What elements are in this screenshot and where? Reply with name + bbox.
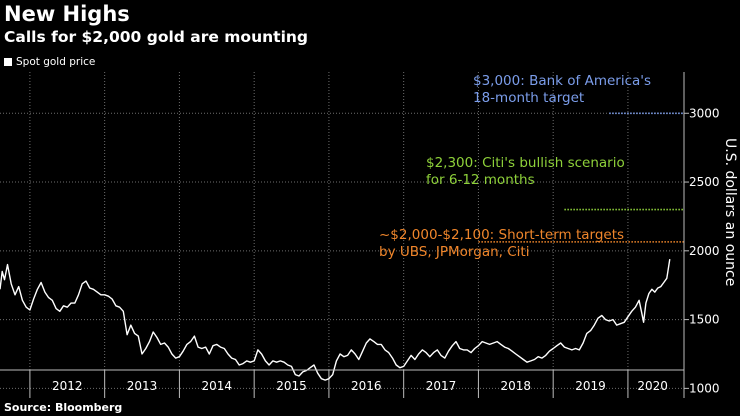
x-tick-label-2018: 2018 (501, 379, 532, 393)
x-tick-label-2016: 2016 (351, 379, 382, 393)
x-tick-label-2015: 2015 (276, 379, 307, 393)
x-tick-label-2019: 2019 (575, 379, 606, 393)
legend-label: Spot gold price (16, 56, 96, 68)
annotation-bofa: $3,000: Bank of America's 18-month target (473, 73, 651, 106)
annotations: $3,000: Bank of America's 18-month target… (379, 73, 651, 260)
annotation-bofa-line-1: 18-month target (473, 90, 584, 106)
y-tick-label-2500: 2500 (689, 175, 720, 189)
legend: Spot gold price (4, 56, 95, 68)
x-tick-label-2017: 2017 (426, 379, 457, 393)
series-group (0, 258, 671, 381)
chart-subtitle: Calls for $2,000 gold are mounting (4, 28, 309, 46)
annotation-citi-line-0: $2,300: Citi's bullish scenario (426, 155, 625, 171)
y-tick-label-3000: 3000 (689, 106, 720, 120)
chart-title: New Highs (4, 2, 130, 26)
annotation-ubs-line-1: by UBS, JPMorgan, Citi (379, 244, 529, 260)
legend-swatch (4, 58, 12, 66)
x-tick-label-2020: 2020 (637, 379, 668, 393)
x-tick-label-2014: 2014 (202, 379, 233, 393)
axes (0, 72, 685, 398)
y-tick-label-1000: 1000 (689, 381, 720, 395)
annotation-ubs: ~$2,000-$2,100: Short-term targets by UBS… (379, 227, 624, 260)
series-line-0 (0, 258, 671, 381)
annotation-bofa-line-0: $3,000: Bank of America's (473, 73, 651, 89)
y-tick-label-1500: 1500 (689, 313, 720, 327)
y-tick-labels: 1000 1500 2000 2500 3000 (684, 106, 720, 395)
annotation-citi: $2,300: Citi's bullish scenario for 6-12 … (426, 155, 625, 188)
reference-lines (478, 112, 684, 243)
y-gridlines (0, 112, 684, 389)
x-tick-label-2013: 2013 (127, 379, 158, 393)
annotation-citi-line-1: for 6-12 months (426, 172, 535, 188)
y-tick-label-2000: 2000 (689, 244, 720, 258)
y-axis-label: U.S. dollars an ounce (722, 138, 738, 286)
x-tick-labels: 2012 2013 2014 2015 2016 2017 2018 2019 2020 (52, 379, 668, 393)
x-tick-label-2012: 2012 (52, 379, 83, 393)
annotation-ubs-line-0: ~$2,000-$2,100: Short-term targets (379, 227, 624, 243)
source-note: Source: Bloomberg (4, 401, 123, 414)
x-gridlines (29, 72, 629, 398)
